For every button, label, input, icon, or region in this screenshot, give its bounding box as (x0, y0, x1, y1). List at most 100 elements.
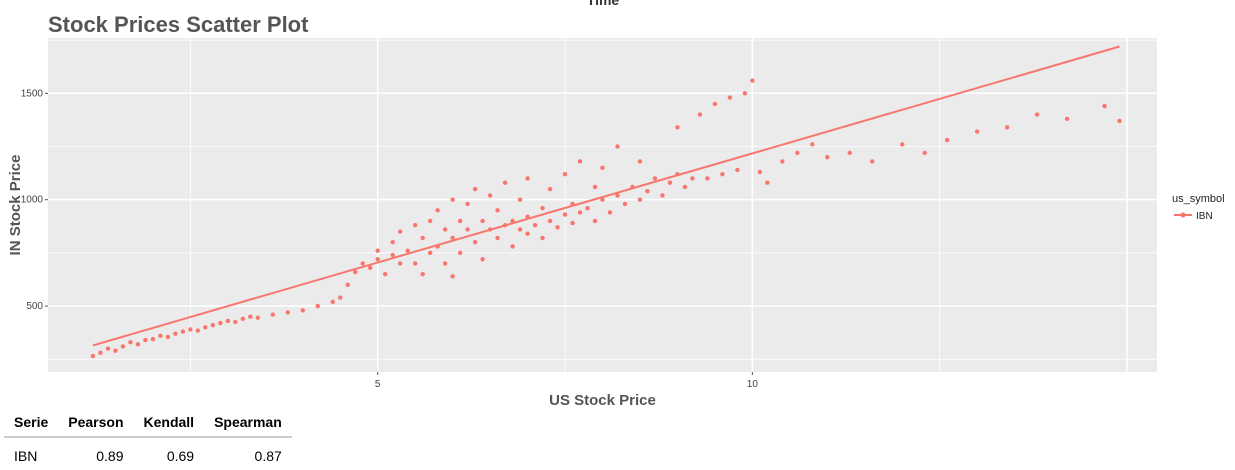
trend-line (92, 45, 1120, 347)
data-point (225, 318, 231, 324)
data-point (750, 78, 755, 83)
data-point (495, 208, 500, 213)
legend-key-dot (1180, 212, 1186, 218)
data-point (113, 348, 118, 353)
data-point (675, 125, 680, 130)
data-point (547, 218, 553, 224)
data-point (525, 214, 530, 219)
data-point (525, 231, 530, 236)
data-point (974, 129, 980, 134)
data-point (592, 218, 598, 224)
data-point (517, 197, 523, 202)
data-point (600, 197, 605, 202)
data-point (562, 212, 568, 217)
data-points (90, 45, 1122, 359)
legend-label: IBN (1196, 211, 1213, 222)
header-kendall: Kendall (133, 412, 205, 438)
data-point (120, 344, 126, 349)
data-point (577, 210, 583, 215)
data-point (143, 337, 148, 343)
data-point (248, 314, 253, 319)
data-point (682, 184, 688, 190)
data-point (465, 201, 470, 207)
legend: us_symbol IBN (1172, 193, 1225, 222)
x-tick-label: 10 (747, 379, 759, 390)
top-title: Time (587, 0, 620, 8)
data-point (405, 248, 410, 253)
data-point (645, 188, 650, 194)
data-point (135, 342, 141, 347)
data-point (780, 159, 785, 164)
data-point (705, 176, 710, 181)
data-point (435, 208, 440, 213)
data-point (690, 176, 695, 181)
cell-serie: IBN (14, 448, 38, 464)
data-point (487, 227, 493, 232)
data-point (420, 235, 425, 241)
data-point (435, 244, 440, 249)
y-tick-label: 1000 (21, 195, 44, 206)
data-point (637, 197, 643, 202)
axis-ticks: 5 10 500 1000 1500 (21, 88, 759, 390)
data-point (1034, 112, 1040, 117)
data-point (412, 261, 418, 266)
data-point (450, 197, 455, 202)
data-point (480, 257, 485, 262)
data-point (98, 350, 103, 356)
scatter-chart: Time Stock Prices Scatter Plot 5 10 500 100… (7, 0, 1225, 409)
data-point (330, 299, 335, 304)
data-point (795, 150, 800, 156)
data-point (180, 329, 186, 334)
data-point (427, 250, 433, 256)
data-point (472, 240, 478, 245)
data-point (495, 235, 500, 241)
data-point (427, 218, 433, 224)
cell-pearson: 0.89 (96, 448, 124, 464)
data-point (360, 261, 365, 266)
data-point (397, 229, 403, 234)
data-point (442, 227, 448, 232)
plot-panel (48, 38, 1157, 372)
header-serie: Serie (4, 412, 59, 438)
data-point (390, 252, 395, 258)
data-point (457, 250, 463, 256)
data-point (585, 205, 590, 211)
data-point (525, 176, 530, 181)
data-point (1117, 118, 1122, 124)
data-point (420, 271, 425, 277)
data-point (870, 159, 875, 164)
data-point (615, 144, 620, 149)
data-point (1004, 125, 1010, 130)
data-point (472, 186, 478, 192)
data-point (195, 328, 201, 333)
header-pearson: Pearson (58, 412, 134, 438)
data-point (735, 167, 740, 173)
data-point (810, 142, 815, 147)
data-point (368, 265, 373, 270)
data-point (510, 218, 515, 224)
data-point (547, 186, 553, 192)
data-point (712, 101, 718, 107)
y-tick-label: 500 (26, 301, 43, 312)
header-spearman: Spearman (204, 412, 292, 438)
data-point (742, 91, 748, 96)
data-point (517, 227, 523, 232)
data-point (720, 171, 725, 177)
data-point (150, 336, 156, 342)
data-point (338, 295, 343, 300)
data-point (240, 316, 246, 322)
data-point (675, 171, 680, 177)
data-point (757, 169, 763, 175)
data-point (173, 331, 178, 336)
data-point (270, 312, 275, 317)
data-point (375, 257, 380, 262)
data-point (900, 142, 905, 147)
data-point (502, 223, 508, 228)
data-point (570, 201, 575, 207)
data-point (158, 333, 163, 339)
data-point (412, 223, 418, 228)
data-point (353, 269, 358, 275)
data-point (510, 244, 515, 249)
data-point (1064, 116, 1070, 122)
data-point (922, 150, 927, 156)
